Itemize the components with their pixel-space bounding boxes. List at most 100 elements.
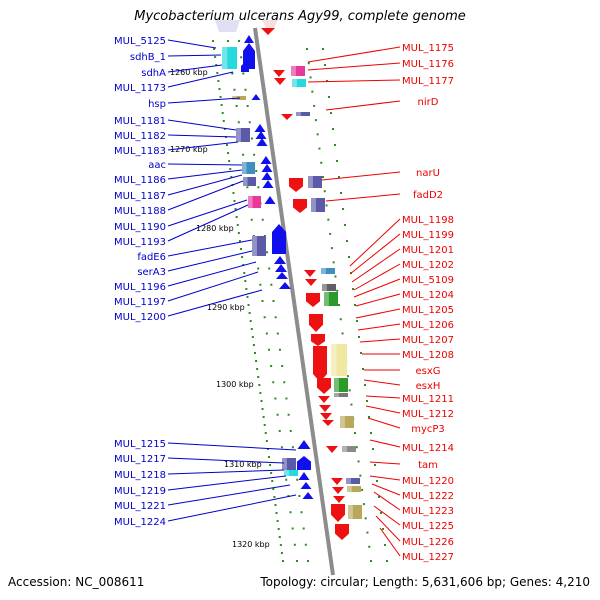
gene-label-left: hsp	[148, 99, 166, 110]
scale-tick	[326, 80, 328, 82]
gene-label-left: MUL_1224	[114, 517, 166, 528]
cog-feature	[322, 284, 336, 291]
gene-label-left: MUL_1187	[114, 191, 166, 202]
label-leader-line	[349, 233, 401, 275]
label-leader-line	[355, 308, 401, 319]
gene-label-left: MUL_1181	[114, 116, 166, 127]
scale-tick	[257, 186, 260, 189]
accession-text: Accession: NC_008611	[8, 575, 145, 589]
gene-label-left: MUL_1188	[114, 206, 166, 217]
cog-feature	[348, 505, 362, 519]
scale-tick	[358, 336, 360, 338]
label-leader-line	[349, 218, 401, 267]
scale-tick	[259, 283, 262, 286]
cog-feature-shade	[348, 505, 353, 519]
cog-feature-shade	[331, 344, 337, 376]
scale-tick	[330, 247, 333, 250]
cog-feature-shade	[248, 196, 253, 208]
gene-label-right: mycP3	[411, 424, 445, 435]
gene-label-right: MUL_1222	[402, 491, 454, 502]
label-leader-line	[167, 289, 263, 317]
scale-tick	[384, 544, 386, 546]
scale-tick	[228, 160, 231, 162]
scale-tick	[370, 432, 372, 434]
reverse-gene-arrow	[261, 172, 273, 180]
scale-tick	[274, 397, 277, 400]
forward-gene-arrow	[332, 487, 344, 494]
scale-tick	[268, 456, 270, 458]
scale-tick	[255, 170, 258, 172]
label-leader-line	[167, 141, 239, 151]
reverse-gene-arrow	[276, 272, 288, 279]
reverse-gene-arrow	[254, 124, 266, 132]
scale-tick	[270, 472, 273, 474]
reverse-gene-arrow	[244, 35, 254, 43]
gene-label-right: MUL_1225	[402, 521, 454, 532]
scale-tick	[334, 144, 336, 146]
forward-gene-arrow	[317, 378, 331, 394]
scale-tick	[287, 413, 290, 416]
forward-gene-arrow	[319, 405, 331, 412]
reverse-gene-arrow	[302, 492, 314, 499]
label-leader-line	[167, 134, 237, 138]
scale-tick	[265, 332, 268, 335]
cog-feature	[236, 128, 250, 142]
scale-label: 1280 kbp	[196, 224, 234, 233]
scale-tick	[281, 365, 284, 367]
scale-tick	[382, 528, 384, 530]
reverse-gene-arrow	[256, 138, 268, 146]
scale-tick	[334, 275, 337, 278]
label-leader-line	[167, 199, 248, 227]
cog-feature	[248, 196, 261, 208]
gene-label-left: fadE6	[137, 252, 166, 263]
scale-tick	[261, 218, 264, 221]
cog-feature	[282, 458, 296, 470]
cog-feature	[334, 378, 348, 392]
gene-label-left: MUL_1215	[114, 439, 166, 450]
cog-feature	[324, 292, 338, 306]
scale-tick	[238, 40, 240, 42]
reverse-gene-arrow	[262, 180, 274, 188]
label-leader-line	[167, 469, 285, 475]
gene-label-right: MUL_1198	[402, 215, 454, 226]
gene-label-left: MUL_1218	[114, 470, 166, 481]
scale-tick	[235, 105, 238, 107]
scale-tick	[271, 480, 274, 482]
reverse-gene-arrow	[251, 94, 261, 100]
cog-feature	[252, 236, 266, 256]
label-leader-line	[307, 62, 401, 71]
scale-tick	[254, 352, 256, 354]
partial-feature	[215, 20, 240, 32]
scale-tick	[273, 496, 276, 498]
genome-backbone	[253, 27, 335, 576]
scale-tick	[276, 520, 279, 522]
scale-tick	[342, 208, 344, 210]
scale-tick	[251, 336, 254, 338]
gene-label-right: MUL_1220	[402, 476, 454, 487]
label-leader-line	[351, 248, 401, 283]
label-leader-line	[167, 494, 297, 522]
scale-tick	[293, 543, 296, 546]
scale-tick	[344, 224, 346, 226]
label-leader-line	[167, 261, 257, 287]
scale-tick	[362, 503, 365, 506]
label-leader-line	[167, 97, 241, 104]
gene-label-right: MUL_1204	[402, 290, 454, 301]
gene-label-right: MUL_1175	[402, 43, 454, 54]
forward-gene-arrow	[305, 279, 317, 286]
gene-label-right: MUL_1202	[402, 260, 454, 271]
scale-tick	[336, 289, 339, 292]
scale-tick	[291, 527, 294, 530]
scale-tick	[309, 76, 312, 79]
scale-tick	[278, 536, 281, 538]
gene-label-right: MUL_1227	[402, 552, 454, 563]
scale-tick	[296, 478, 299, 481]
reverse-gene-arrow	[297, 456, 311, 470]
gene-label-right: MUL_1199	[402, 230, 454, 241]
scale-tick	[237, 121, 240, 124]
scale-tick	[214, 56, 217, 58]
scale-tick	[287, 495, 290, 497]
label-leader-line	[167, 204, 249, 242]
scale-tick	[237, 232, 240, 234]
scale-tick	[248, 312, 251, 314]
